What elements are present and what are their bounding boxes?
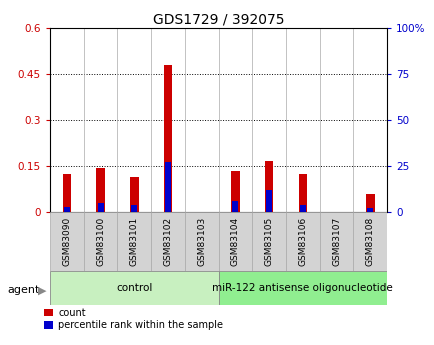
Bar: [366, 208, 372, 212]
Text: GSM83102: GSM83102: [163, 217, 172, 266]
Bar: [264, 161, 273, 212]
Bar: [64, 207, 70, 212]
Bar: [353, 212, 386, 271]
Bar: [218, 271, 386, 305]
Text: GSM83108: GSM83108: [365, 217, 374, 266]
Text: control: control: [116, 283, 152, 293]
Bar: [50, 212, 83, 271]
Text: ▶: ▶: [38, 286, 47, 295]
Text: GSM83107: GSM83107: [331, 217, 340, 266]
Bar: [97, 203, 103, 212]
Bar: [266, 190, 272, 212]
Text: GSM83100: GSM83100: [96, 217, 105, 266]
Bar: [131, 205, 137, 212]
Bar: [218, 212, 252, 271]
Text: miR-122 antisense oligonucleotide: miR-122 antisense oligonucleotide: [212, 283, 392, 293]
Text: GSM83090: GSM83090: [62, 217, 71, 266]
Legend: count, percentile rank within the sample: count, percentile rank within the sample: [44, 308, 223, 331]
Text: GSM83104: GSM83104: [230, 217, 240, 266]
Bar: [62, 174, 71, 212]
Bar: [231, 171, 239, 212]
Text: GSM83105: GSM83105: [264, 217, 273, 266]
Bar: [184, 212, 218, 271]
Bar: [299, 205, 305, 212]
Bar: [164, 65, 172, 212]
Bar: [286, 212, 319, 271]
Bar: [151, 212, 184, 271]
Bar: [84, 212, 117, 271]
Text: agent: agent: [8, 286, 40, 295]
Title: GDS1729 / 392075: GDS1729 / 392075: [152, 12, 284, 27]
Bar: [252, 212, 286, 271]
Bar: [298, 174, 306, 212]
Bar: [130, 177, 138, 212]
Text: GSM83101: GSM83101: [129, 217, 138, 266]
Text: GSM83103: GSM83103: [197, 217, 206, 266]
Bar: [232, 201, 238, 212]
Bar: [50, 271, 218, 305]
Bar: [319, 212, 353, 271]
Bar: [117, 212, 151, 271]
Bar: [96, 168, 105, 212]
Bar: [164, 162, 171, 212]
Text: GSM83106: GSM83106: [298, 217, 307, 266]
Bar: [365, 194, 374, 212]
